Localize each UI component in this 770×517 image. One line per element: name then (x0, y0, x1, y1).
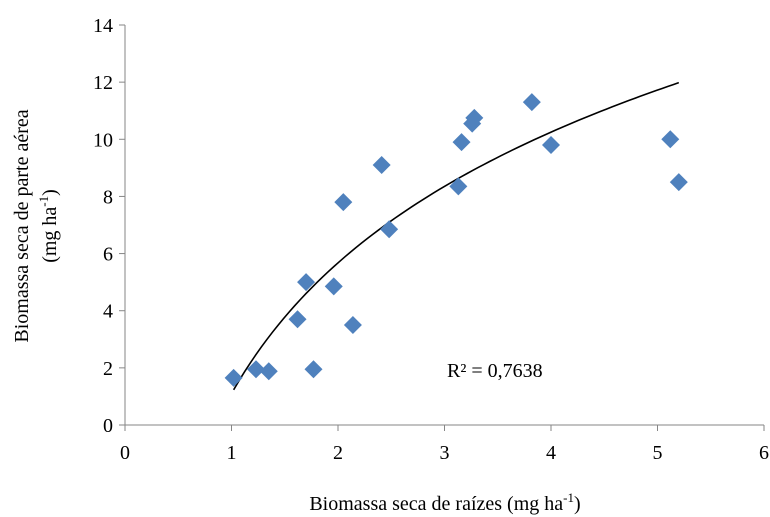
data-point (343, 316, 362, 334)
data-point (259, 362, 278, 381)
r-squared-annotation: R² = 0,7638 (447, 360, 543, 382)
y-tick-label: 4 (103, 301, 113, 323)
y-tick-label: 6 (103, 244, 113, 266)
y-tick-label: 10 (93, 129, 113, 151)
data-point (669, 173, 688, 192)
x-tick-label: 5 (653, 442, 663, 464)
data-point (465, 108, 484, 127)
data-points (224, 93, 688, 387)
data-point (304, 360, 323, 379)
axes (124, 25, 764, 426)
x-tick-label: 6 (759, 442, 769, 464)
trendline (232, 81, 680, 391)
y-tick-label: 14 (93, 15, 113, 37)
y-tick-label: 2 (103, 358, 113, 380)
y-tick-label: 0 (103, 415, 113, 437)
y-tick-label: 8 (103, 186, 113, 208)
data-point (334, 193, 353, 212)
x-tick-label: 1 (227, 442, 237, 464)
data-point (224, 368, 243, 387)
data-point (372, 156, 391, 174)
data-point (246, 360, 265, 379)
x-tick-label: 3 (440, 442, 450, 464)
data-point (449, 177, 468, 196)
data-point (297, 273, 316, 292)
data-point (288, 310, 307, 329)
data-point (522, 93, 541, 112)
data-point (380, 220, 399, 239)
data-point (661, 130, 680, 149)
x-tick-label: 4 (546, 442, 556, 464)
x-tick-label: 2 (333, 442, 343, 464)
data-point (452, 133, 471, 152)
x-axis-title: Biomassa seca de raízes (mg ha-1) (309, 490, 580, 515)
x-tick-label: 0 (120, 442, 130, 464)
y-axis-title-line1: Biomassa seca de parte aérea (11, 109, 33, 342)
data-point (542, 136, 560, 154)
y-axis-title-line2: (mg ha-1) (36, 189, 61, 263)
data-point (324, 277, 343, 296)
y-tick-label: 12 (93, 72, 113, 94)
